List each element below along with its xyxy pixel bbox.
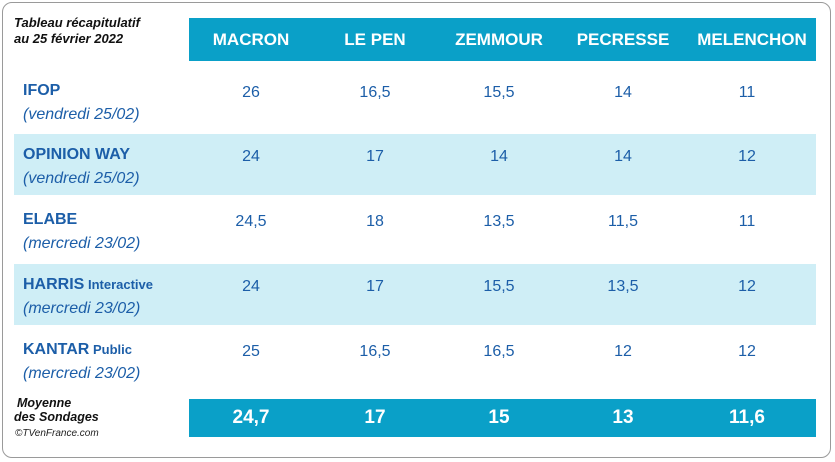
table-frame: [2, 2, 831, 458]
institute-name: IFOP: [23, 82, 61, 99]
value-cell: 16,5: [483, 343, 515, 360]
value-cell: 16,5: [359, 84, 391, 101]
table-row: OPINION WAY (vendredi 25/02) 24 17 14 14…: [14, 134, 816, 195]
column-header-pecresse: PECRESSE: [576, 29, 670, 49]
average-value-zemmour: 15: [488, 407, 510, 428]
value-cell: 16,5: [359, 343, 391, 360]
table-row: ELABE (mercredi 23/02) 24,5 18 13,5 11,5…: [14, 199, 816, 260]
average-bar: [189, 399, 816, 437]
average-value-melenchon: 11,6: [729, 407, 765, 428]
value-cell: 15,5: [483, 278, 515, 295]
average-value-macron: 24,7: [232, 407, 270, 428]
institute-name: KANTAR Public: [23, 341, 132, 358]
institute-name: OPINION WAY: [23, 146, 130, 163]
value-cell: 14: [614, 148, 632, 165]
poll-date: (vendredi 25/02): [23, 170, 140, 187]
poll-date: (mercredi 23/02): [23, 300, 141, 317]
column-header-macron: MACRON: [212, 29, 290, 49]
title-line-1: Tableau récapitulatif: [14, 15, 140, 30]
value-cell: 25: [242, 343, 260, 360]
column-header-melenchon: MELENCHON: [697, 29, 807, 49]
value-cell: 17: [366, 148, 384, 165]
institute-name: HARRIS Interactive: [23, 276, 153, 293]
institute-name: ELABE: [23, 211, 78, 228]
value-cell: 13,5: [607, 278, 639, 295]
value-cell: 14: [490, 148, 508, 165]
value-cell: 14: [614, 84, 632, 101]
value-cell: 13,5: [483, 213, 515, 230]
value-cell: 17: [366, 278, 384, 295]
value-cell: 12: [738, 278, 756, 295]
column-header-le-pen: LE PEN: [344, 29, 406, 49]
value-cell: 24: [242, 278, 260, 295]
value-cell: 12: [738, 148, 756, 165]
value-cell: 12: [614, 343, 632, 360]
value-cell: 11,5: [608, 213, 638, 230]
value-cell: 24,5: [235, 213, 267, 230]
table-row: IFOP (vendredi 25/02) 26 16,5 15,5 14 11: [14, 70, 816, 131]
header-bar: [189, 18, 816, 61]
value-cell: 24: [242, 148, 260, 165]
table-row: KANTAR Public (mercredi 23/02) 25 16,5 1…: [14, 329, 816, 390]
value-cell: 11: [738, 213, 756, 230]
average-value-le-pen: 17: [364, 407, 386, 428]
value-cell: 12: [738, 343, 756, 360]
average-label-line-1: Moyenne: [17, 396, 72, 410]
average-value-pecresse: 13: [612, 407, 634, 428]
value-cell: 11: [738, 84, 756, 101]
poll-date: (mercredi 23/02): [23, 365, 141, 382]
poll-date: (mercredi 23/02): [23, 235, 141, 252]
table-title: Tableau récapitulatif au 25 février 2022: [14, 15, 140, 47]
title-line-2: au 25 février 2022: [14, 31, 124, 46]
table-row: HARRIS Interactive (mercredi 23/02) 24 1…: [14, 264, 816, 325]
value-cell: 15,5: [483, 84, 515, 101]
value-cell: 26: [242, 84, 260, 101]
average-label: Moyenne des Sondages: [14, 396, 99, 424]
copyright-text: ©TVenFrance.com: [15, 428, 99, 439]
average-label-line-2: des Sondages: [14, 410, 99, 424]
value-cell: 18: [366, 213, 384, 230]
poll-date: (vendredi 25/02): [23, 106, 140, 123]
column-header-zemmour: ZEMMOUR: [455, 29, 543, 49]
